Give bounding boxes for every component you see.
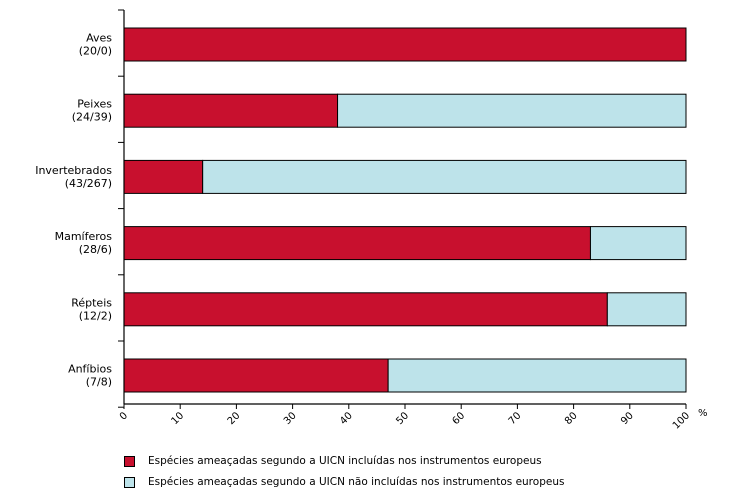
x-tick-label: 20 (226, 410, 243, 427)
bar-mamíferos-series-1 (589, 226, 687, 261)
x-tick-label: 30 (282, 410, 299, 427)
legend-item-not-included: Espécies ameaçadas segundo a UICN não in… (124, 476, 564, 488)
bar-répteis-series-1 (606, 292, 687, 327)
legend-label-included: Espécies ameaçadas segundo a UICN incluí… (148, 455, 542, 467)
bar-invertebrados-series-0 (123, 159, 204, 194)
bar-peixes-series-0 (123, 93, 339, 128)
category-label: Peixes (77, 98, 112, 111)
x-tick-label: 80 (563, 410, 580, 427)
legend-item-included: Espécies ameaçadas segundo a UICN incluí… (124, 455, 542, 467)
x-axis-unit-label: % (698, 408, 708, 419)
category-count-label: (43/267) (65, 177, 112, 190)
category-label: Mamíferos (55, 230, 113, 243)
x-tick-label: 90 (619, 410, 636, 427)
x-tick-label: 40 (338, 410, 355, 427)
category-label: Anfíbios (68, 363, 112, 376)
bar-mamíferos-series-0 (123, 226, 591, 261)
bar-anfíbios-series-1 (387, 358, 687, 393)
legend-label-not-included: Espécies ameaçadas segundo a UICN não in… (148, 476, 565, 488)
category-count-label: (20/0) (79, 45, 112, 58)
bar-peixes-series-1 (337, 93, 687, 128)
x-tick-label: 70 (507, 410, 524, 427)
category-count-label: (24/39) (72, 111, 112, 124)
x-tick-label: 0 (118, 410, 130, 422)
bar-anfíbios-series-0 (123, 358, 389, 393)
category-label: Aves (86, 32, 112, 45)
x-tick-label: 50 (394, 410, 411, 427)
bar-aves-series-0 (123, 27, 687, 62)
legend-swatch-not-included (124, 476, 135, 488)
x-tick-label: 10 (170, 410, 187, 427)
category-label: Invertebrados (35, 164, 112, 177)
bar-invertebrados-series-1 (202, 159, 687, 194)
category-label: Répteis (71, 296, 112, 309)
category-count-label: (12/2) (79, 309, 112, 322)
x-tick-label: 60 (451, 410, 468, 427)
bar-répteis-series-0 (123, 292, 608, 327)
category-count-label: (28/6) (79, 243, 112, 256)
legend-swatch-included (124, 455, 135, 467)
x-tick-label: 100 (671, 410, 692, 431)
category-count-label: (7/8) (86, 376, 112, 389)
